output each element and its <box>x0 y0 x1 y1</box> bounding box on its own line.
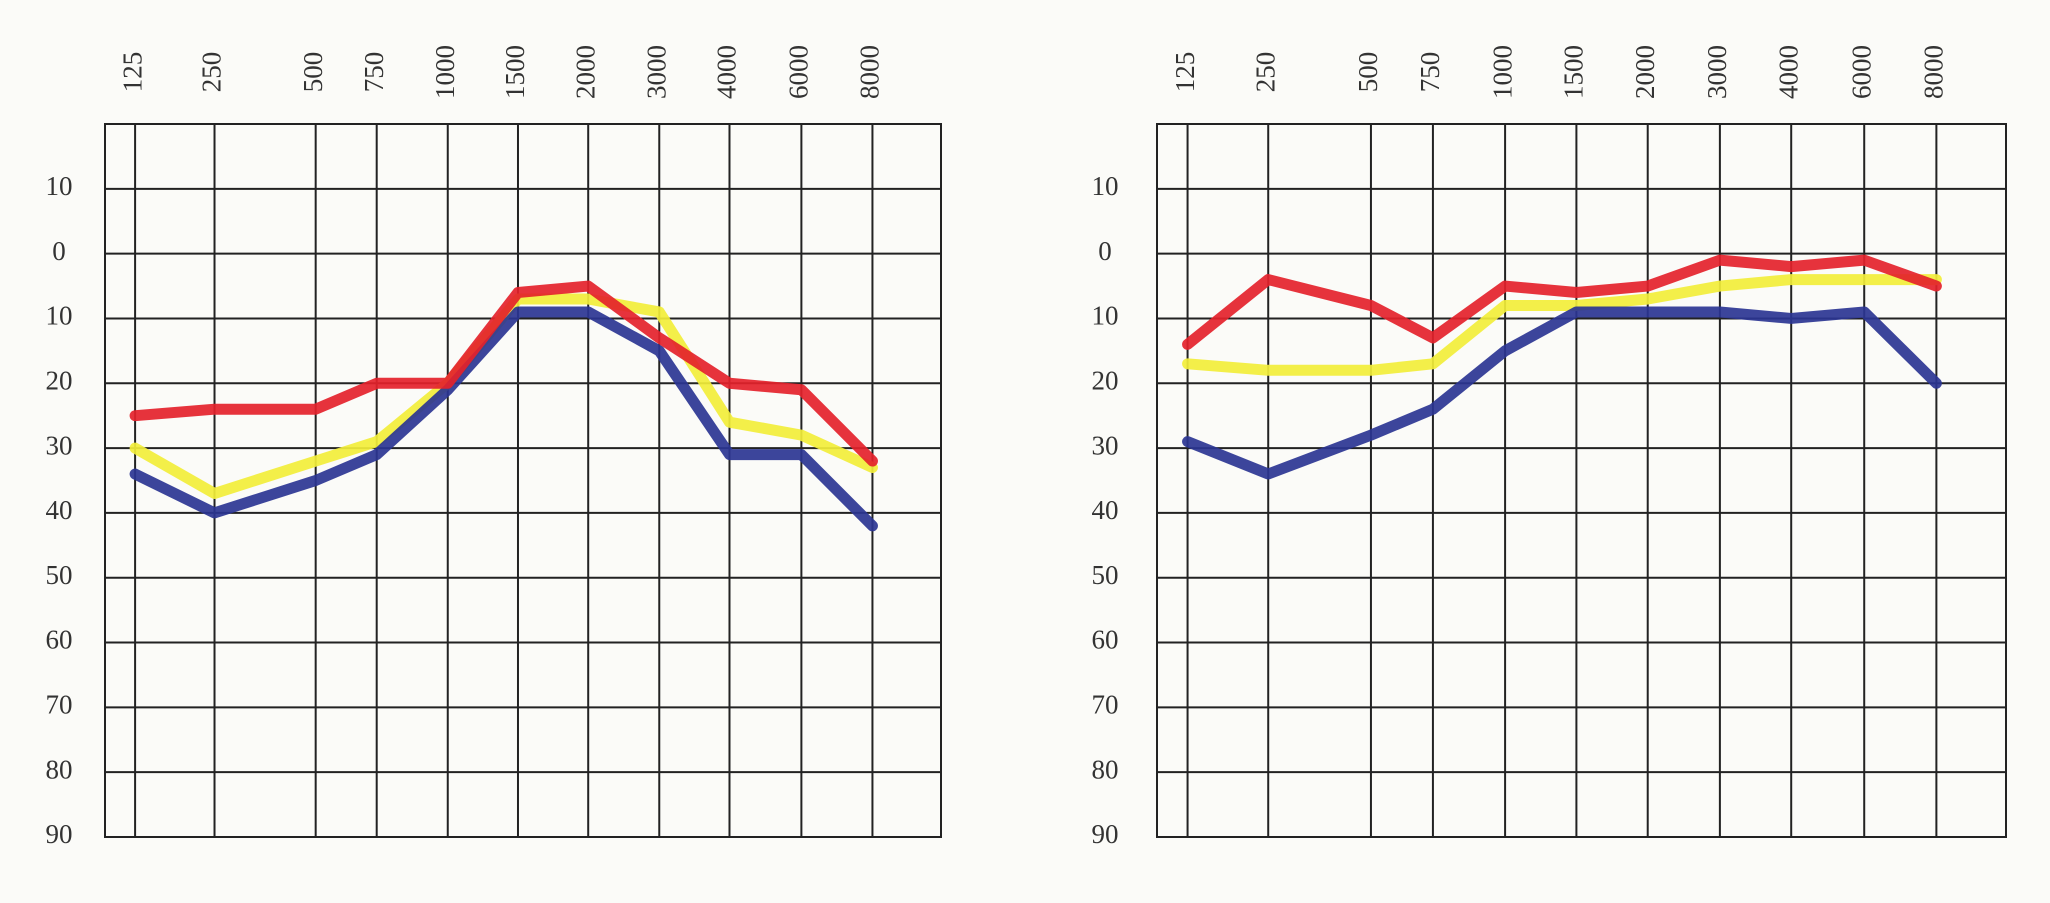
x-tick-label: 3000 <box>641 45 671 99</box>
x-tick-label: 500 <box>1353 52 1383 93</box>
x-tick-label: 8000 <box>1919 45 1949 99</box>
y-tick-label: 10 <box>46 171 73 201</box>
x-tick-label: 4000 <box>1773 45 1803 99</box>
x-tick-label: 125 <box>117 52 147 93</box>
y-tick-label: 30 <box>1092 430 1119 460</box>
y-tick-label: 20 <box>46 365 73 395</box>
hearing-line <box>129 306 878 532</box>
x-tick-label: 3000 <box>1702 45 1732 99</box>
y-tick-label: 50 <box>1092 560 1119 590</box>
y-tick-label: 70 <box>46 690 73 720</box>
x-tick-label: 750 <box>359 52 389 93</box>
x-tick-label: 750 <box>1415 52 1445 93</box>
x-tick-label: 250 <box>197 52 227 93</box>
y-tick-label: 0 <box>52 236 66 266</box>
y-tick-label: 10 <box>1092 171 1119 201</box>
x-tick-label: 1000 <box>430 45 460 99</box>
x-tick-label: 1000 <box>1487 45 1517 99</box>
y-tick-label: 90 <box>1092 819 1119 849</box>
y-tick-label: 20 <box>1092 365 1119 395</box>
y-tick-label: 50 <box>46 560 73 590</box>
x-tick-label: 500 <box>298 52 328 93</box>
y-tick-label: 40 <box>1092 495 1119 525</box>
plot-frame <box>1156 123 2007 838</box>
x-tick-label: 1500 <box>500 45 530 99</box>
y-tick-label: 70 <box>1092 690 1119 720</box>
x-tick-label: 8000 <box>855 45 885 99</box>
y-tick-label: 0 <box>1098 236 1112 266</box>
y-tick-label: 80 <box>1092 754 1119 784</box>
x-tick-label: 250 <box>1250 52 1280 93</box>
x-tick-label: 6000 <box>1846 45 1876 99</box>
y-tick-label: 60 <box>46 625 73 655</box>
hearing-line <box>1182 254 1942 350</box>
y-tick-label: 10 <box>46 301 73 331</box>
x-tick-label: 125 <box>1170 52 1200 93</box>
x-tick-label: 2000 <box>1630 45 1660 99</box>
y-tick-label: 30 <box>46 430 73 460</box>
x-tick-label: 6000 <box>784 45 814 99</box>
hearing-line <box>1182 306 1942 480</box>
y-tick-label: 40 <box>46 495 73 525</box>
y-tick-label: 90 <box>46 819 73 849</box>
y-tick-label: 80 <box>46 754 73 784</box>
x-tick-label: 2000 <box>570 45 600 99</box>
hearing-line <box>129 280 878 467</box>
y-tick-label: 10 <box>1092 301 1119 331</box>
x-tick-label: 1500 <box>1559 45 1589 99</box>
hearing-line <box>1182 274 1942 376</box>
plot-frame <box>104 123 942 838</box>
y-tick-label: 60 <box>1092 625 1119 655</box>
x-tick-label: 4000 <box>712 45 742 99</box>
